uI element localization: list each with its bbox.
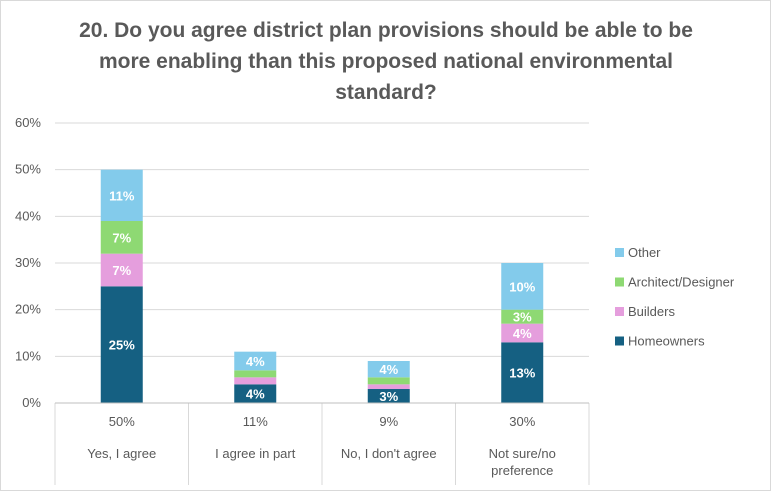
x-tick-label: Not sure/no: [489, 446, 556, 461]
bar-segment: [367, 384, 410, 389]
data-label: 3%: [379, 389, 398, 404]
category-total-label: 50%: [109, 414, 135, 429]
data-label: 4%: [246, 354, 265, 369]
y-tick-label: 40%: [15, 208, 41, 223]
bar-segment: [234, 384, 277, 403]
chart-title: 20. Do you agree district plan provision…: [79, 19, 693, 104]
data-label: 4%: [246, 387, 265, 402]
bar-segment: [100, 221, 143, 254]
legend-label: Homeowners: [628, 334, 705, 349]
bar-segment: [234, 351, 277, 371]
legend-label: Builders: [628, 304, 675, 319]
bar-segment: [234, 377, 277, 385]
x-tick-label: preference: [491, 463, 553, 478]
data-label: 25%: [109, 338, 135, 353]
bar-segment: [367, 377, 410, 385]
legend-label: Architect/Designer: [628, 275, 735, 290]
legend-swatch: [615, 307, 624, 316]
data-label: 10%: [509, 279, 535, 294]
bar-segment: [501, 342, 544, 403]
data-label: 4%: [513, 326, 532, 341]
bar-segment: [501, 323, 544, 343]
y-tick-label: 10%: [15, 348, 41, 363]
data-label: 11%: [109, 188, 135, 203]
y-tick-label: 50%: [15, 162, 41, 177]
y-tick-label: 60%: [15, 115, 41, 130]
bar-segment: [100, 286, 143, 403]
y-tick-label: 0%: [22, 395, 41, 410]
y-tick-label: 30%: [15, 255, 41, 270]
bar-segment: [100, 169, 143, 221]
legend-label: Other: [628, 245, 661, 260]
x-tick-label: Yes, I agree: [87, 446, 156, 461]
y-tick-label: 20%: [15, 302, 41, 317]
data-label: 13%: [509, 366, 535, 381]
data-label: 7%: [112, 230, 131, 245]
bar-segment: [234, 370, 277, 378]
x-tick-label: I agree in part: [215, 446, 296, 461]
legend-swatch: [615, 248, 624, 257]
category-total-label: 11%: [243, 414, 268, 429]
category-total-label: 30%: [509, 414, 535, 429]
bar-segment: [367, 361, 410, 378]
data-label: 7%: [112, 263, 131, 278]
bar-segment: [367, 389, 410, 403]
x-tick-label: No, I don't agree: [341, 446, 437, 461]
data-label: 4%: [379, 362, 398, 377]
bar-segment: [100, 253, 143, 287]
bar-segment: [501, 309, 544, 324]
legend-swatch: [615, 277, 624, 287]
category-total-label: 9%: [379, 414, 398, 429]
legend-swatch: [615, 336, 624, 346]
data-label: 3%: [513, 310, 532, 325]
bar-segment: [501, 263, 544, 310]
